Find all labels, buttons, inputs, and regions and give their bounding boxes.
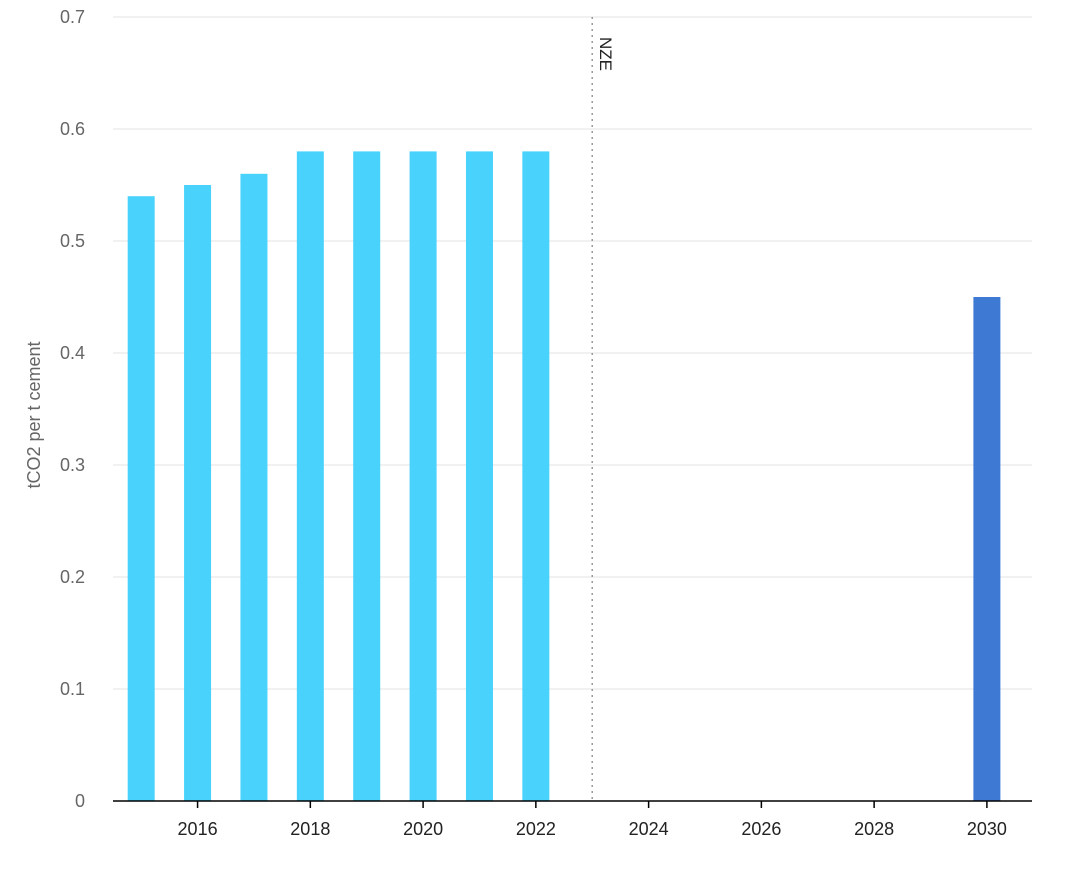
y-tick-label: 0.3 [60,455,85,475]
y-axis-label: tCO2 per t cement [24,341,44,488]
x-tick-label: 2028 [854,819,894,839]
y-tick-label: 0 [75,791,85,811]
x-axis-ticks: 2016 2018 2020 2022 2024 2026 2028 2030 [178,801,1007,839]
y-tick-label: 0.5 [60,231,85,251]
x-tick-label: 2026 [741,819,781,839]
bar-2030 [973,297,1001,801]
x-tick-label: 2022 [516,819,556,839]
annotations: NZE [591,17,615,801]
bar-2018 [296,151,324,801]
nze-annotation-label: NZE [596,37,615,71]
y-tick-label: 0.2 [60,567,85,587]
y-tick-label: 0.7 [60,7,85,27]
x-tick-label: 2020 [403,819,443,839]
x-tick-label: 2024 [629,819,669,839]
bar-2017 [240,173,268,802]
bar-2016 [184,185,212,801]
bars [127,151,1001,802]
y-tick-label: 0.4 [60,343,85,363]
x-tick-label: 2018 [290,819,330,839]
x-tick-label: 2016 [178,819,218,839]
bar-2015 [127,196,155,801]
y-tick-label: 0.6 [60,119,85,139]
y-axis-ticks: 0 0.1 0.2 0.3 0.4 0.5 0.6 0.7 [60,7,85,811]
bar-2020 [409,151,437,801]
y-tick-label: 0.1 [60,679,85,699]
bar-2019 [353,151,381,801]
bar-2022 [522,151,550,801]
bar-2021 [465,151,493,801]
x-tick-label: 2030 [967,819,1007,839]
